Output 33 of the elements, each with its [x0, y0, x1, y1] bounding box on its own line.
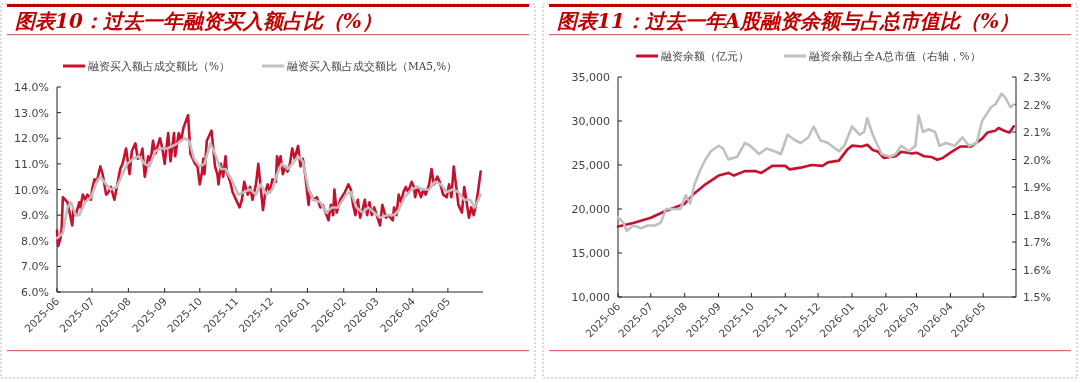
y2-tick-label: 1.5%	[1023, 291, 1051, 304]
legend-label: 融资余额（亿元）	[661, 50, 749, 62]
legend-label: 融资余额占全A总市值（右轴，%）	[809, 50, 981, 62]
y-tick-label: 9.0%	[21, 209, 49, 223]
line-series	[55, 136, 482, 240]
y-tick-label: 15,000	[571, 247, 610, 260]
y-tick-label: 10,000	[571, 291, 610, 304]
legend-label: 融资买入额占成交额比（%）	[88, 60, 230, 72]
y2-tick-label: 2.2%	[1023, 98, 1051, 112]
y-tick-label: 6.0%	[21, 286, 49, 299]
y2-tick-label: 2.1%	[1023, 126, 1051, 139]
y-tick-label: 8.0%	[21, 234, 49, 248]
y2-tick-label: 2.0%	[1023, 153, 1051, 167]
y-tick-label: 20,000	[571, 203, 610, 216]
y-tick-label: 13.0%	[14, 106, 49, 120]
y-tick-label: 14.0%	[14, 81, 49, 94]
chart-title: 图表11：过去一年A股融资余额与占总市值比（%）	[557, 9, 1020, 33]
y-tick-label: 10.0%	[14, 183, 49, 197]
y2-tick-label: 1.6%	[1023, 263, 1051, 277]
y2-tick-label: 1.8%	[1023, 208, 1051, 222]
y-tick-label: 11.0%	[14, 157, 49, 171]
line-series	[616, 92, 1016, 233]
y-tick-label: 35,000	[571, 71, 610, 84]
legend-label: 融资买入额占成交额比（MA5,%）	[287, 60, 458, 72]
y-tick-label: 25,000	[571, 159, 610, 172]
y2-tick-label: 2.3%	[1023, 71, 1051, 84]
chart-title: 图表10：过去一年融资买入额占比（%）	[15, 9, 382, 33]
y2-tick-label: 1.9%	[1023, 181, 1051, 194]
y2-tick-label: 1.7%	[1023, 236, 1051, 249]
y-tick-label: 30,000	[571, 115, 610, 128]
y-tick-label: 7.0%	[21, 260, 49, 274]
line-series	[616, 124, 1016, 228]
y-tick-label: 12.0%	[14, 132, 49, 146]
